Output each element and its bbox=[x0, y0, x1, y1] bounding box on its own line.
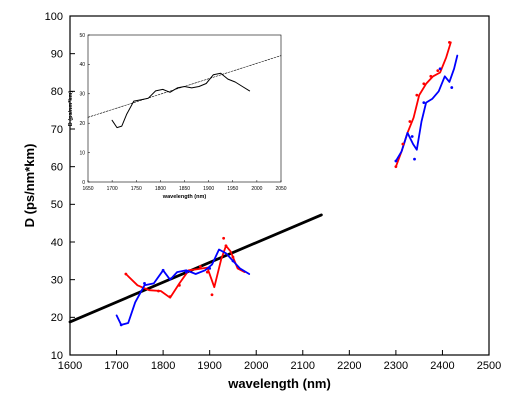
inset-series-line-1 bbox=[111, 72, 251, 129]
inset-x-tick-label: 2050 bbox=[275, 186, 286, 192]
main-y-tick-label: 50 bbox=[51, 199, 63, 211]
main-data-point-0 bbox=[178, 283, 181, 287]
inset-chart: 1650 1700 1750 1800 1850 1900 1950 2000 20500102… bbox=[68, 33, 292, 200]
inset-x-tick-label: 1700 bbox=[107, 186, 118, 192]
main-data-point-0 bbox=[448, 40, 451, 44]
main-data-point-1 bbox=[422, 101, 426, 105]
main-x-tick-label: 1800 bbox=[151, 360, 175, 372]
main-y-tick-label: 60 bbox=[51, 162, 63, 174]
main-data-point-1 bbox=[450, 86, 454, 89]
main-data-point-1 bbox=[208, 266, 212, 270]
main-data-point-1 bbox=[161, 268, 165, 272]
main-data-point-0 bbox=[394, 165, 398, 169]
main-x-tick-label: 2100 bbox=[291, 360, 315, 372]
main-y-axis-title: D (ps/nm*km) bbox=[22, 144, 37, 228]
main-data-point-1 bbox=[394, 159, 398, 163]
main-data-point-1 bbox=[143, 282, 146, 285]
main-y-tick-label: 30 bbox=[51, 275, 63, 287]
main-data-point-1 bbox=[438, 67, 442, 71]
main-data-point-0 bbox=[210, 293, 214, 297]
main-series-line-3 bbox=[394, 41, 452, 168]
main-y-tick-label: 70 bbox=[51, 124, 63, 136]
main-x-tick-label: 1700 bbox=[104, 360, 128, 372]
main-x-tick-label: 2300 bbox=[384, 360, 408, 372]
inset-y-tick-label: 30 bbox=[79, 92, 85, 98]
inset-x-axis-title: wavelength (nm) bbox=[162, 194, 207, 200]
main-data-point-0 bbox=[168, 295, 172, 299]
main-y-tick-label: 20 bbox=[51, 312, 63, 324]
main-x-tick-label: 2500 bbox=[477, 360, 501, 372]
main-x-tick-label: 2000 bbox=[244, 360, 268, 372]
main-data-point-0 bbox=[224, 244, 228, 248]
main-data-point-0 bbox=[436, 69, 440, 73]
inset-y-tick-label: 50 bbox=[79, 33, 85, 39]
main-data-point-0 bbox=[157, 289, 160, 293]
inset-y-axis-title: D (ps/nm*km) bbox=[68, 91, 74, 127]
inset-y-tick-label: 0 bbox=[82, 180, 85, 186]
main-y-tick-label: 40 bbox=[51, 237, 63, 249]
main-chart: 1600 1700 1800 1900 2000 2100 2200 2300 2400 2500… bbox=[22, 11, 501, 391]
main-y-tick-label: 90 bbox=[51, 49, 63, 61]
main-data-point-0 bbox=[408, 120, 412, 123]
main-x-tick-label: 2400 bbox=[430, 360, 454, 372]
inset-y-tick-label: 10 bbox=[79, 150, 85, 156]
main-x-axis-title: wavelength (nm) bbox=[227, 376, 331, 391]
inset-background bbox=[85, 33, 292, 184]
inset-x-tick-label: 1650 bbox=[82, 186, 93, 192]
inset-x-tick-label: 1800 bbox=[155, 186, 166, 192]
main-x-tick-label: 1600 bbox=[58, 360, 82, 372]
inset-x-tick-label: 2000 bbox=[251, 186, 262, 192]
main-data-point-0 bbox=[231, 255, 235, 259]
main-x-tick-label: 2200 bbox=[337, 360, 361, 372]
inset-x-tick-label: 1950 bbox=[227, 186, 238, 192]
main-series-line-2 bbox=[115, 248, 251, 326]
main-data-point-1 bbox=[413, 157, 416, 161]
main-data-point-0 bbox=[124, 272, 128, 276]
main-y-tick-label: 100 bbox=[45, 11, 63, 23]
main-data-point-0 bbox=[422, 82, 426, 86]
inset-x-tick-label: 1900 bbox=[203, 186, 214, 192]
main-data-point-1 bbox=[231, 259, 235, 263]
main-data-point-0 bbox=[222, 236, 226, 240]
main-series-line-0 bbox=[68, 213, 323, 324]
main-y-tick-label: 10 bbox=[51, 350, 63, 362]
main-plot-frame bbox=[69, 15, 490, 356]
main-x-tick-label: 1900 bbox=[197, 360, 221, 372]
main-data-point-0 bbox=[205, 270, 209, 274]
main-y-tick-label: 80 bbox=[51, 86, 63, 98]
main-data-point-1 bbox=[410, 135, 414, 138]
main-data-point-0 bbox=[401, 142, 405, 146]
main-data-point-0 bbox=[198, 265, 202, 268]
main-data-point-1 bbox=[184, 270, 188, 274]
main-series-line-4 bbox=[394, 54, 459, 162]
main-data-point-0 bbox=[429, 74, 433, 78]
main-series-line-1 bbox=[125, 244, 246, 299]
main-data-point-0 bbox=[415, 93, 419, 97]
inset-x-tick-label: 1750 bbox=[131, 186, 142, 192]
inset-x-tick-label: 1850 bbox=[179, 186, 190, 192]
inset-y-tick-label: 40 bbox=[79, 62, 85, 68]
inset-y-tick-label: 20 bbox=[79, 121, 85, 127]
main-data-point-1 bbox=[119, 323, 123, 327]
